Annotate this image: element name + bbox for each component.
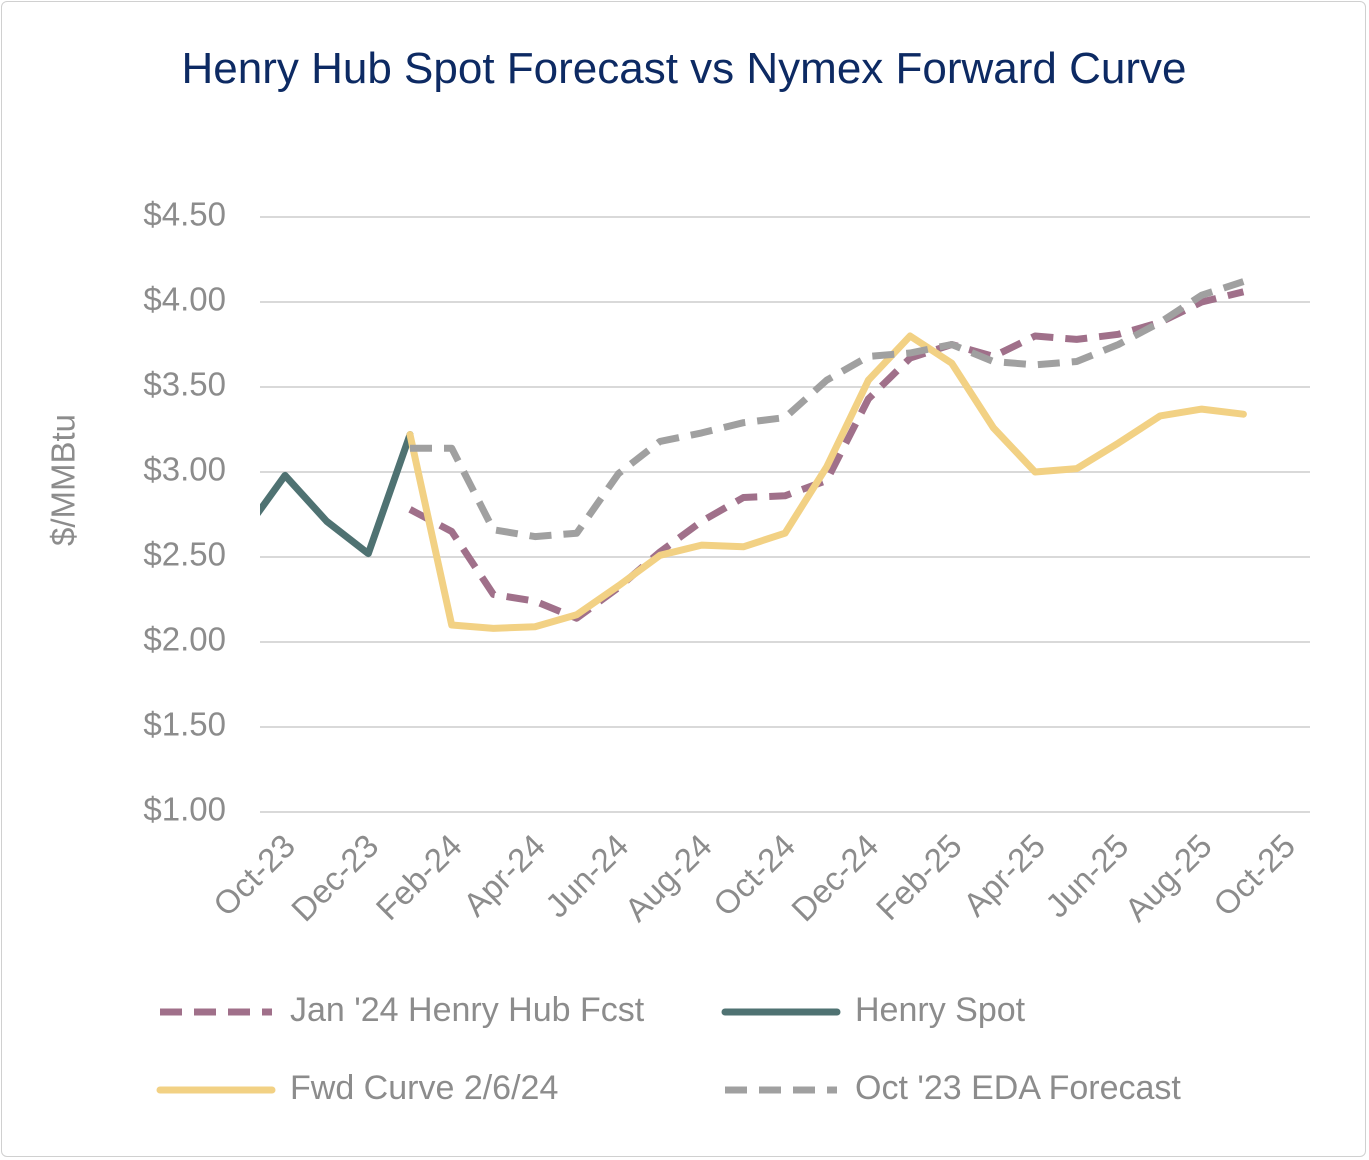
- y-tick-label: $3.00: [143, 451, 226, 488]
- legend-label: Jan '24 Henry Hub Fcst: [290, 991, 645, 1029]
- series-line: [260, 431, 414, 558]
- legend-label: Oct '23 EDA Forecast: [855, 1069, 1181, 1107]
- x-tick-label: Oct-25: [1206, 827, 1302, 923]
- y-tick-label: $2.50: [143, 536, 226, 573]
- x-tick-label: Feb-24: [369, 827, 469, 927]
- series-line: [408, 288, 1245, 622]
- x-tick-label: Apr-25: [956, 827, 1052, 923]
- y-tick-label: $3.50: [143, 366, 226, 403]
- x-tick-label: Aug-24: [617, 827, 718, 928]
- series-line: [410, 278, 1245, 541]
- y-axis-label: $/MMBtu: [45, 414, 82, 546]
- series-line: [406, 332, 1247, 632]
- x-tick-label: Dec-24: [784, 827, 885, 928]
- x-tick-label: Jun-24: [538, 827, 636, 925]
- x-tick-label: Aug-25: [1117, 827, 1218, 928]
- x-tick-label: Apr-24: [456, 827, 552, 923]
- legend-label: Henry Spot: [855, 991, 1026, 1029]
- x-tick-label: Jun-25: [1038, 827, 1136, 925]
- y-tick-label: $2.00: [143, 621, 226, 658]
- plot-area: [260, 278, 1247, 632]
- chart-title: Henry Hub Spot Forecast vs Nymex Forward…: [181, 44, 1187, 93]
- legend-label: Fwd Curve 2/6/24: [290, 1069, 558, 1107]
- x-tick-label: Dec-23: [284, 827, 385, 928]
- x-tick-label: Feb-25: [869, 827, 969, 927]
- y-tick-label: $4.00: [143, 281, 226, 318]
- y-tick-label: $1.50: [143, 706, 226, 743]
- x-tick-label: Oct-24: [706, 827, 802, 923]
- y-tick-label: $1.00: [143, 791, 226, 828]
- y-tick-label: $4.50: [143, 196, 226, 233]
- x-tick-label: Oct-23: [206, 827, 302, 923]
